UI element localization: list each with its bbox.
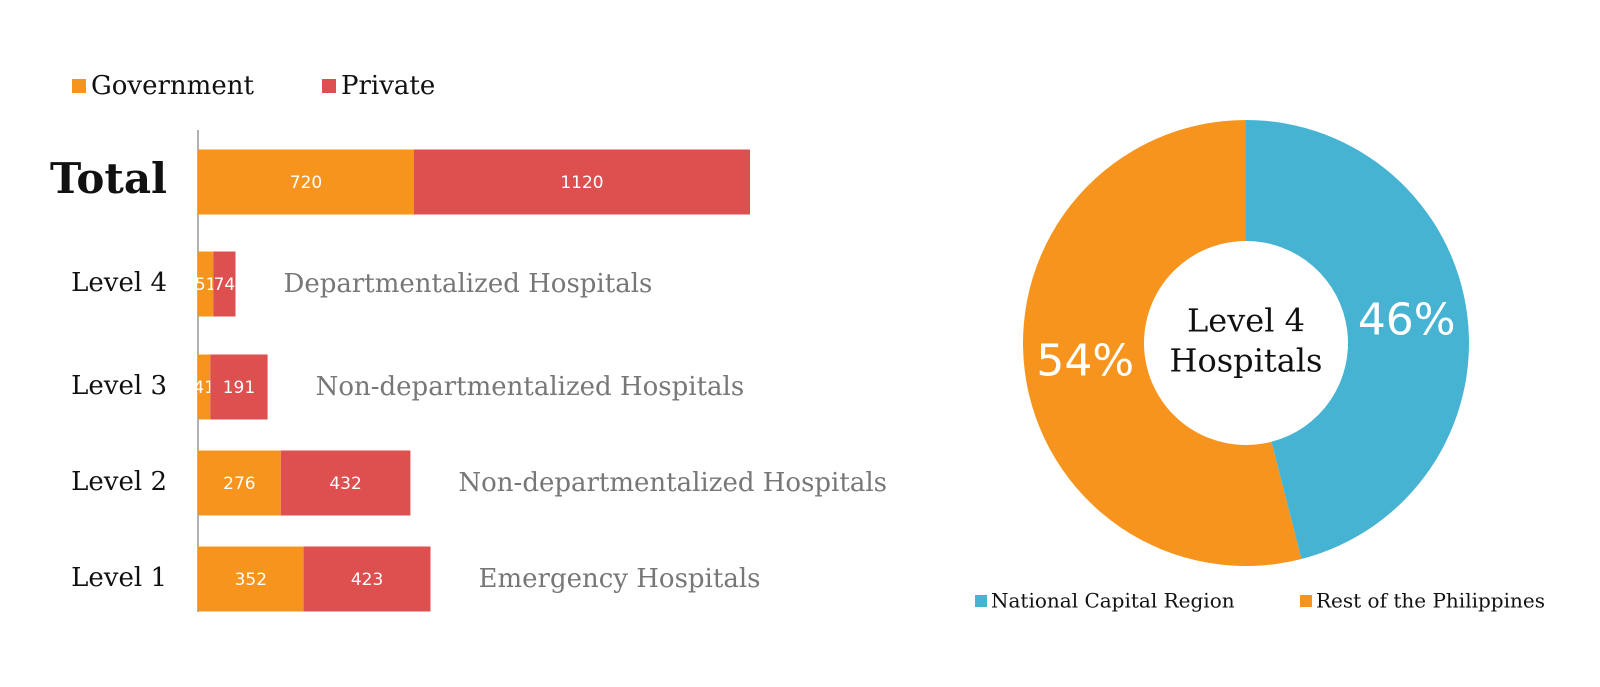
bar-segment bbox=[198, 546, 304, 612]
bar-value-label: 432 bbox=[329, 474, 361, 494]
legend-label: National Capital Region bbox=[991, 589, 1235, 613]
annotation: Non-departmentalized Hospitals bbox=[458, 468, 887, 498]
bar-value-label: 74 bbox=[214, 275, 236, 295]
bar-segment bbox=[210, 354, 268, 420]
category-label: Level 2 bbox=[71, 467, 167, 497]
legend-label: Private bbox=[341, 71, 435, 101]
legend-label: Rest of the Philippines bbox=[1316, 589, 1545, 613]
bar-segment bbox=[303, 546, 431, 612]
bar-segment bbox=[280, 450, 411, 516]
bar-segment bbox=[213, 251, 236, 317]
category-label: Level 4 bbox=[71, 268, 167, 298]
legend-swatch bbox=[72, 79, 86, 93]
category-label: Level 1 bbox=[71, 563, 167, 593]
bar-value-label: 720 bbox=[290, 173, 322, 193]
legend-swatch bbox=[1300, 595, 1312, 607]
annotation: Non-departmentalized Hospitals bbox=[316, 372, 745, 402]
legend-label: Government bbox=[91, 71, 254, 101]
bar-segment bbox=[198, 354, 211, 420]
center-label: Hospitals bbox=[1170, 342, 1323, 380]
bar-value-label: 41 bbox=[193, 378, 215, 398]
slice-label: 46% bbox=[1358, 295, 1456, 346]
slice-label: 54% bbox=[1036, 335, 1134, 386]
bar-segment bbox=[198, 450, 281, 516]
bar-value-label: 423 bbox=[351, 570, 383, 590]
bar-value-label: 51 bbox=[195, 275, 217, 295]
bar-value-label: 352 bbox=[235, 570, 267, 590]
bar-segment bbox=[198, 149, 414, 215]
annotation: Emergency Hospitals bbox=[479, 564, 761, 594]
bar-value-label: 276 bbox=[223, 474, 255, 494]
center-label: Level 4 bbox=[1187, 302, 1305, 340]
legend-swatch bbox=[322, 79, 336, 93]
donut-slice bbox=[1023, 120, 1302, 566]
annotation: Departmentalized Hospitals bbox=[284, 269, 653, 299]
bar-value-label: 1120 bbox=[560, 173, 603, 193]
bar-segment bbox=[414, 149, 750, 215]
legend-swatch bbox=[975, 595, 987, 607]
bar-value-label: 191 bbox=[223, 378, 255, 398]
category-label: Level 3 bbox=[71, 371, 167, 401]
category-label: Total bbox=[50, 154, 167, 203]
donut-slice bbox=[1246, 120, 1469, 559]
bar-segment bbox=[198, 251, 214, 317]
